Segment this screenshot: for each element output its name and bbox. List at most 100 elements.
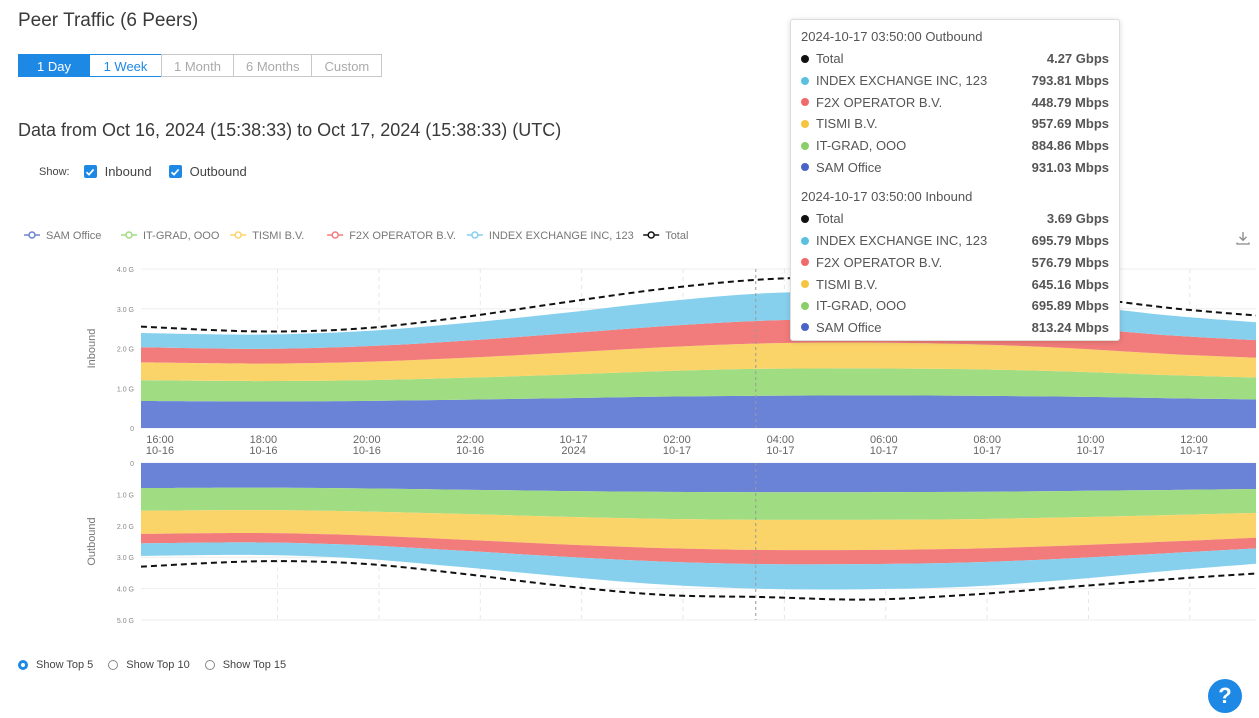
legend-marker-5 xyxy=(647,231,655,239)
outbound-area-f2x-operator-b-v- xyxy=(141,532,1256,565)
tooltip-inbound-value: 695.89 Mbps xyxy=(1031,298,1109,314)
x-tick-label: 18:00 xyxy=(250,434,278,446)
tooltip-outbound-row: Total 4.27 Gbps xyxy=(801,48,1109,70)
x-tick-label: 10:00 xyxy=(1077,434,1105,446)
outbound-checkbox[interactable] xyxy=(168,165,182,178)
x-tick-label: 08:00 xyxy=(973,434,1001,446)
tooltip-outbound-value: 4.27 Gbps xyxy=(1046,51,1109,67)
show-top-10-option[interactable]: Show Top 10 xyxy=(108,659,190,671)
legend-label-4: INDEX EXCHANGE INC, 123 xyxy=(489,230,634,242)
series-dot-icon xyxy=(801,323,809,332)
chart-tooltip: 2024-10-17 03:50:00 Outbound Total 4.27 G… xyxy=(790,19,1120,341)
range-1-day-button[interactable]: 1 Day xyxy=(18,54,90,77)
x-tick-sublabel: 10-17 xyxy=(1077,445,1105,457)
tooltip-inbound-name: F2X OPERATOR B.V. xyxy=(816,254,943,270)
show-top-5-label: Show Top 5 xyxy=(36,659,94,671)
series-dot-icon xyxy=(801,214,809,223)
tooltip-outbound-row: F2X OPERATOR B.V. 448.79 Mbps xyxy=(801,91,1109,113)
range-custom-button[interactable]: Custom xyxy=(311,54,383,77)
series-dot-icon xyxy=(801,301,809,310)
tooltip-outbound-header: 2024-10-17 03:50:00 Outbound xyxy=(801,29,983,44)
legend-marker-4 xyxy=(471,231,479,239)
legend-marker-1 xyxy=(125,231,133,239)
series-dot-icon xyxy=(801,54,809,63)
outbound-y-tick: 2.0 G xyxy=(117,524,134,531)
tooltip-inbound-value: 645.16 Mbps xyxy=(1031,276,1109,292)
outbound-toggle[interactable]: Outbound xyxy=(168,164,247,179)
tooltip-inbound-name: SAM Office xyxy=(816,319,882,335)
tooltip-inbound-row: IT-GRAD, OOO 695.89 Mbps xyxy=(801,295,1109,317)
legend-marker-2 xyxy=(234,231,242,239)
range-1-week-button[interactable]: 1 Week xyxy=(89,54,162,77)
legend-label-3: F2X OPERATOR B.V. xyxy=(349,230,456,242)
inbound-area-it-grad-ooo xyxy=(141,368,1256,402)
x-tick-label: 04:00 xyxy=(767,434,795,446)
tooltip-inbound-value: 813.24 Mbps xyxy=(1031,319,1109,335)
series-dot-icon xyxy=(801,236,809,245)
x-tick-sublabel: 2024 xyxy=(561,445,585,457)
outbound-label: Outbound xyxy=(189,164,247,179)
inbound-checkbox[interactable] xyxy=(83,165,97,178)
tooltip-inbound-name: Total xyxy=(816,211,844,227)
inbound-area-sam-office xyxy=(141,395,1256,428)
series-dot-icon xyxy=(801,76,809,85)
tooltip-inbound-row: F2X OPERATOR B.V. 576.79 Mbps xyxy=(801,252,1109,274)
tooltip-outbound-row: TISMI B.V. 957.69 Mbps xyxy=(801,113,1109,135)
range-6-months-button[interactable]: 6 Months xyxy=(232,54,313,77)
tooltip-inbound-row: SAM Office 813.24 Mbps xyxy=(801,317,1109,339)
show-top-15-option[interactable]: Show Top 15 xyxy=(204,659,287,671)
show-top-15-radio[interactable] xyxy=(204,660,215,670)
legend-label-2: TISMI B.V. xyxy=(252,230,304,242)
show-filter: Show: Inbound Outbound xyxy=(39,164,264,179)
x-tick-sublabel: 10-17 xyxy=(663,445,691,457)
show-top-5-option[interactable]: Show Top 5 xyxy=(18,659,93,671)
show-top-10-radio[interactable] xyxy=(108,660,119,670)
page-title: Peer Traffic (6 Peers) xyxy=(18,10,199,31)
inbound-axis-label: Inbound xyxy=(86,329,98,369)
outbound-area-tismi-b-v- xyxy=(141,510,1256,551)
x-tick-sublabel: 10-17 xyxy=(766,445,794,457)
x-tick-label: 22:00 xyxy=(456,434,484,446)
tooltip-outbound-name: IT-GRAD, OOO xyxy=(816,138,907,154)
tooltip-inbound-value: 695.79 Mbps xyxy=(1031,233,1109,249)
series-dot-icon xyxy=(801,98,809,107)
legend-label-5: Total xyxy=(665,230,688,242)
help-button[interactable]: ? xyxy=(1208,679,1242,713)
show-top-15-label: Show Top 15 xyxy=(222,659,287,671)
outbound-y-tick: 3.0 G xyxy=(117,555,134,562)
tooltip-inbound-value: 3.69 Gbps xyxy=(1046,211,1109,227)
tooltip-outbound-name: SAM Office xyxy=(816,159,882,175)
time-range-selector: 1 Day 1 Week 1 Month 6 Months Custom xyxy=(18,54,383,77)
show-top-5-radio[interactable] xyxy=(18,660,28,670)
x-tick-label: 12:00 xyxy=(1180,434,1208,446)
tooltip-outbound-name: Total xyxy=(816,51,844,67)
legend-marker-3 xyxy=(331,231,339,239)
inbound-toggle[interactable]: Inbound xyxy=(83,164,152,179)
x-tick-sublabel: 10-16 xyxy=(456,445,484,457)
outbound-axis-label: Outbound xyxy=(86,517,98,565)
show-top-10-label: Show Top 10 xyxy=(126,659,190,671)
tooltip-inbound-name: INDEX EXCHANGE INC, 123 xyxy=(816,233,988,249)
series-dot-icon xyxy=(801,141,809,150)
download-icon[interactable] xyxy=(1235,230,1251,251)
inbound-y-tick: 3.0 G xyxy=(117,307,134,314)
inbound-y-tick: 2.0 G xyxy=(117,347,134,354)
x-tick-label: 16:00 xyxy=(146,434,174,446)
tooltip-outbound-value: 793.81 Mbps xyxy=(1031,73,1109,89)
x-tick-label: 20:00 xyxy=(353,434,381,446)
legend-label-0: SAM Office xyxy=(46,230,101,242)
inbound-y-tick: 1.0 G xyxy=(117,386,134,393)
x-tick-sublabel: 10-16 xyxy=(249,445,277,457)
range-1-month-button[interactable]: 1 Month xyxy=(161,54,234,77)
tooltip-outbound-row: SAM Office 931.03 Mbps xyxy=(801,156,1109,178)
outbound-y-tick: 4.0 G xyxy=(117,587,134,594)
tooltip-outbound-value: 884.86 Mbps xyxy=(1031,138,1109,154)
inbound-area-tismi-b-v- xyxy=(141,342,1256,382)
tooltip-inbound-name: IT-GRAD, OOO xyxy=(816,298,907,314)
tooltip-outbound-row: IT-GRAD, OOO 884.86 Mbps xyxy=(801,135,1109,157)
inbound-y-tick: 0 xyxy=(130,426,134,433)
tooltip-outbound-value: 957.69 Mbps xyxy=(1031,116,1109,132)
tooltip-inbound-row: TISMI B.V. 645.16 Mbps xyxy=(801,273,1109,295)
x-tick-sublabel: 10-16 xyxy=(353,445,381,457)
outbound-y-tick: 5.0 G xyxy=(117,618,134,625)
